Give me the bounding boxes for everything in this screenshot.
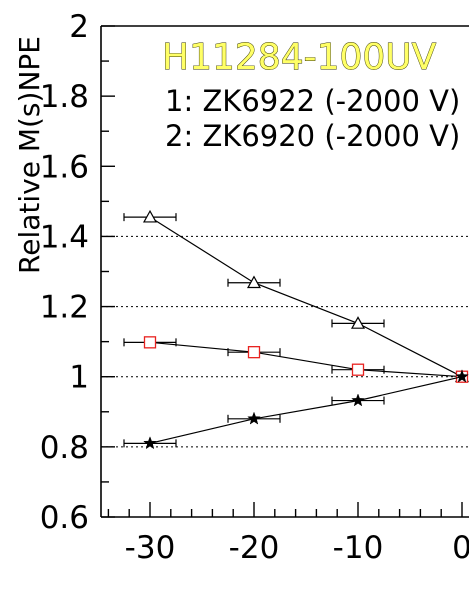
legend-entry-1: 1: ZK6922 (-2000 V) [165,84,460,118]
series-line-0 [149,216,463,378]
data-point-square [351,363,365,376]
x-tick-label: 0 [452,530,469,566]
series-star-filled [123,369,469,450]
data-point-square [143,336,157,349]
data-point-triangle [350,316,366,329]
x-tick-label: -20 [229,530,280,566]
grid-lines [101,235,469,448]
series-line-1 [149,341,463,378]
y-tick-label: 0.8 [40,430,89,466]
y-tick-label: 1.2 [40,290,89,326]
x-tick-label: -30 [125,530,176,566]
ticks: 0.6 0.8 1 1.2 1.4 1.6 1.8 2 -30 -20 -10 0 [40,9,469,566]
y-tick-label: 1.6 [40,149,89,185]
data-point-star [143,436,157,450]
legend-entry-2: 2: ZK6920 (-2000 V) [165,119,460,153]
series-line-2 [149,376,463,444]
data-point-star [247,411,261,425]
y-tick-label: 1.8 [40,79,89,115]
data-point-star [351,393,365,407]
y-tick-label: 0.6 [40,500,89,536]
y-axis-label: Relative M(s)NPE [13,36,46,274]
y-tick-label: 1.4 [40,219,89,255]
series-square-open [123,336,469,383]
x-tick-label: -10 [333,530,384,566]
data-point-star [455,369,469,383]
data-point-triangle [246,275,262,289]
data-point-triangle [142,209,158,223]
data-series [123,209,469,450]
y-tick-label: 2 [69,9,89,45]
chart-title: H11284-100UV [162,37,437,78]
y-tick-label: 1 [69,360,89,396]
data-point-square [247,346,261,359]
